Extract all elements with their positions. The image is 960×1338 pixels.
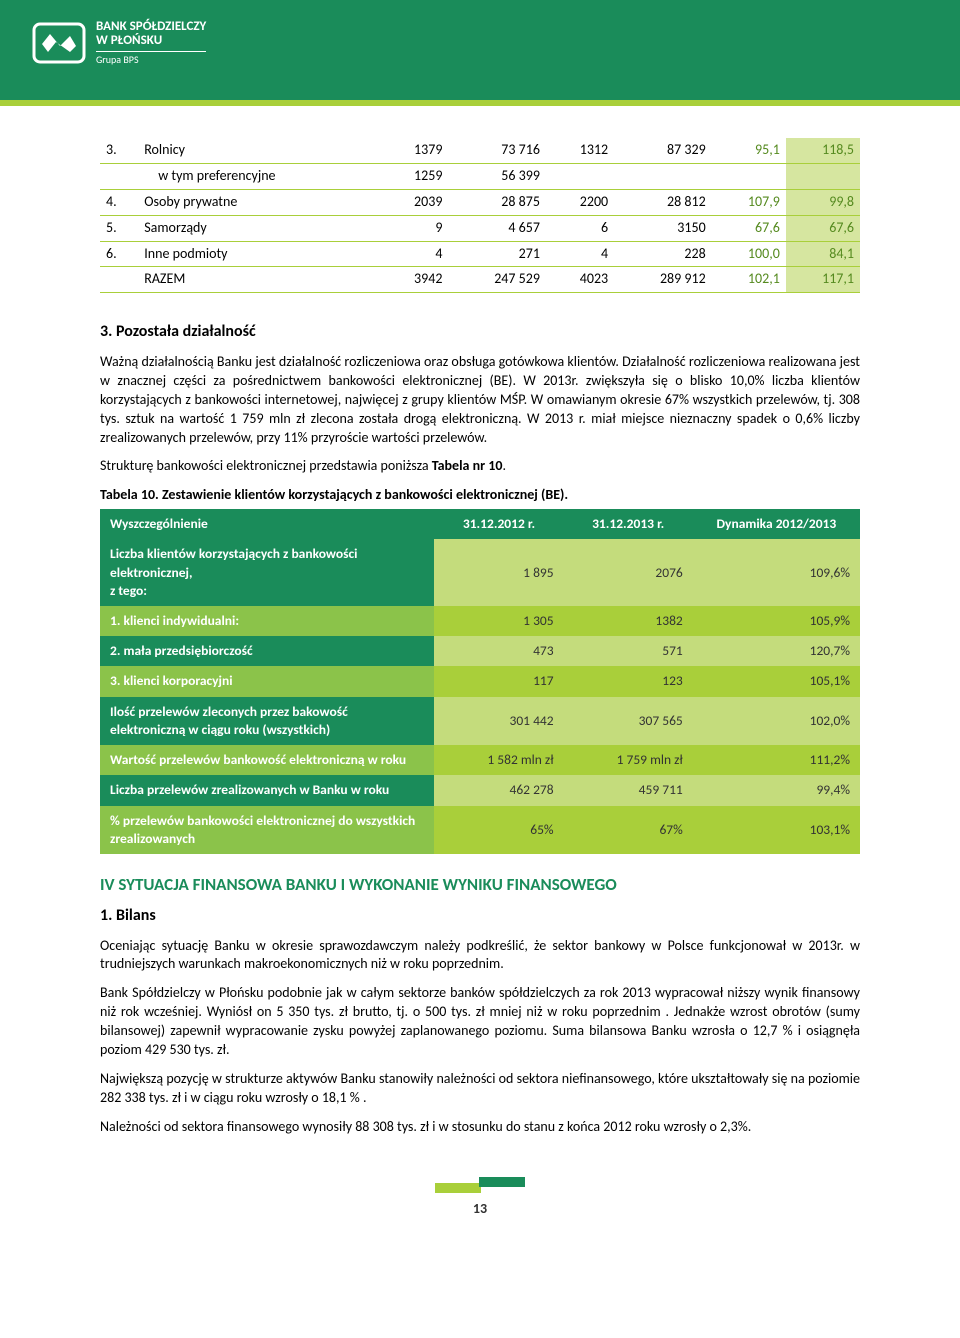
page-number: 13 <box>100 1200 860 1219</box>
table-row: 4.Osoby prywatne203928 875220028 812107,… <box>100 189 860 215</box>
table-row: % przelewów bankowości elektronicznej do… <box>100 806 860 854</box>
bank-name-line2: W PŁOŃSKU <box>96 34 206 48</box>
page-footer: 13 <box>100 1177 860 1224</box>
section-4-sub: 1. Bilans <box>100 905 860 927</box>
table-top-summary: 3.Rolnicy137973 716131287 32995,1118,5w … <box>100 138 860 293</box>
section-4-heading: IV SYTUACJA FINANSOWA BANKU I WYKONANIE … <box>100 874 860 897</box>
table-row: 1. klienci indywidualni:1 3051382105,9% <box>100 606 860 636</box>
table-row: Ilość przelewów zleconych przez bakowość… <box>100 697 860 745</box>
table-row: 2. mała przedsiębiorczość473571120,7% <box>100 636 860 666</box>
section-3-para1: Ważną działalnością Banku jest działalno… <box>100 353 860 447</box>
t2-h1: 31.12.2012 r. <box>434 509 563 539</box>
table10-caption: Tabela 10. Zestawienie klientów korzysta… <box>100 486 860 505</box>
logo: BANK SPÓŁDZIELCZY W PŁOŃSKU Grupa BPS <box>32 20 960 66</box>
table-row: Liczba przelewów zrealizowanych w Banku … <box>100 775 860 805</box>
page-header: BANK SPÓŁDZIELCZY W PŁOŃSKU Grupa BPS <box>0 0 960 100</box>
table-row: w tym preferencyjne125956 399 <box>100 163 860 189</box>
t2-h2: 31.12.2013 r. <box>564 509 693 539</box>
t2-h0: Wyszczególnienie <box>100 509 434 539</box>
table-row: 6.Inne podmioty42714228100,084,1 <box>100 241 860 267</box>
logo-icon <box>32 22 86 64</box>
table-row: RAZEM3942247 5294023289 912102,1117,1 <box>100 267 860 293</box>
section-3-heading: 3. Pozostała działalność <box>100 321 860 343</box>
section-4-para2: Bank Spółdzielczy w Płońsku podobnie jak… <box>100 984 860 1060</box>
page-number-badge <box>435 1177 525 1199</box>
section-4-para4: Należności od sektora finansowego wynosi… <box>100 1118 860 1137</box>
t2-h3: Dynamika 2012/2013 <box>693 509 860 539</box>
table-row: Liczba klientów korzystających z bankowo… <box>100 539 860 606</box>
table-row: 3.Rolnicy137973 716131287 32995,1118,5 <box>100 138 860 163</box>
table-10: Wyszczególnienie 31.12.2012 r. 31.12.201… <box>100 509 860 854</box>
table-row: 3. klienci korporacyjni117123105,1% <box>100 666 860 696</box>
page-content: 3.Rolnicy137973 716131287 32995,1118,5w … <box>0 106 960 1243</box>
bank-group: Grupa BPS <box>96 51 206 66</box>
table-row: Wartość przelewów bankowość elektroniczn… <box>100 745 860 775</box>
section-3-para2: Strukturę bankowości elektronicznej prze… <box>100 457 860 476</box>
section-4-para1: Oceniając sytuację Banku w okresie spraw… <box>100 937 860 975</box>
section-4-para3: Największą pozycję w strukturze aktywów … <box>100 1070 860 1108</box>
table-row: 5.Samorządy94 6576315067,667,6 <box>100 215 860 241</box>
